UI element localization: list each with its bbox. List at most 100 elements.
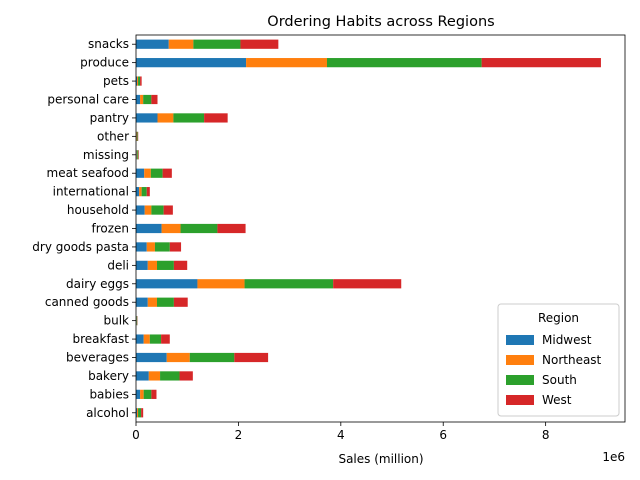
x-axis-offset-label: 1e6 (602, 450, 625, 464)
bar-beverages-west (234, 352, 269, 363)
bar-frozen-midwest (136, 223, 162, 234)
bar-personal-care-midwest (136, 94, 141, 105)
bar-snacks-northeast (168, 39, 194, 49)
legend-swatch-west (506, 395, 534, 405)
y-tick-label: breakfast (72, 332, 129, 346)
bar-alcohol-midwest (136, 408, 138, 418)
bar-babies-west (151, 389, 157, 399)
y-tick-label: pantry (90, 111, 129, 125)
bar-international-south (141, 187, 147, 197)
x-tick-label: 6 (439, 428, 447, 442)
y-tick-label: international (53, 185, 129, 199)
bar-other-south (136, 131, 138, 141)
bar-babies-south (143, 389, 152, 399)
bar-frozen-south (180, 223, 218, 234)
bar-snacks-midwest (136, 39, 169, 49)
bar-personal-care-west (151, 94, 158, 105)
x-tick-label: 8 (542, 428, 550, 442)
bar-dry-goods-pasta-midwest (136, 242, 147, 252)
legend-box (497, 303, 620, 417)
bar-meat-seafood-west (162, 168, 172, 178)
y-tick-label: canned goods (45, 295, 129, 309)
legend-swatch-northeast (506, 355, 534, 365)
bar-international-northeast (139, 187, 142, 197)
bar-breakfast-northeast (143, 334, 150, 344)
legend-label-west: West (542, 393, 572, 407)
y-axis: alcohol babies bakery beverages breakfast bul… (32, 37, 136, 420)
bars-group (136, 39, 601, 418)
bar-pantry-south (173, 113, 205, 123)
bar-breakfast-south (149, 334, 162, 344)
bar-missing-south (137, 150, 139, 160)
y-tick-label: snacks (88, 37, 129, 51)
bar-produce-northeast (246, 58, 327, 68)
legend-swatch-south (506, 375, 534, 385)
bar-pantry-midwest (136, 113, 158, 123)
bar-personal-care-northeast (140, 94, 144, 105)
bar-pantry-northeast (157, 113, 174, 123)
bar-canned-goods-west (173, 297, 188, 307)
bar-dry-goods-pasta-northeast (146, 242, 155, 252)
bar-dry-goods-pasta-west (169, 242, 182, 252)
y-tick-label: deli (107, 258, 129, 272)
bar-deli-west (173, 260, 188, 270)
bar-produce-south (326, 58, 482, 68)
bar-alcohol-south (138, 408, 142, 418)
bar-missing-northeast (136, 150, 138, 160)
y-tick-label: personal care (47, 93, 129, 107)
bar-pantry-west (204, 113, 228, 123)
bar-meat-seafood-south (150, 168, 163, 178)
bar-meat-seafood-northeast (144, 168, 151, 178)
x-axis: 0 2 4 6 8 (132, 422, 549, 442)
y-tick-label: beverages (66, 351, 129, 365)
bar-snacks-south (193, 39, 241, 49)
bar-snacks-west (240, 39, 279, 49)
y-tick-label: alcohol (86, 406, 129, 420)
legend-title: Region (538, 311, 579, 325)
bar-household-midwest (136, 205, 145, 215)
bar-dairy-eggs-northeast (197, 279, 245, 289)
legend-label-south: South (542, 373, 577, 387)
bar-produce-west (481, 58, 601, 68)
bar-dairy-eggs-west (333, 279, 402, 289)
y-tick-label: dry goods pasta (32, 240, 129, 254)
chart-title: Ordering Habits across Regions (267, 14, 494, 30)
bar-breakfast-west (161, 334, 170, 344)
bar-bakery-south (160, 371, 180, 381)
legend-label-northeast: Northeast (542, 353, 602, 367)
bar-alcohol-west (141, 408, 144, 418)
legend-label-midwest: Midwest (542, 333, 592, 347)
legend: Region Midwest Northeast South West (497, 303, 620, 417)
y-tick-label: missing (83, 148, 129, 162)
bar-canned-goods-midwest (136, 297, 148, 307)
legend-swatch-midwest (506, 335, 534, 345)
bar-produce-midwest (136, 58, 247, 68)
bar-dairy-eggs-midwest (136, 279, 198, 289)
bar-frozen-northeast (161, 223, 181, 234)
x-axis-label: Sales (million) (338, 452, 423, 466)
bar-frozen-west (217, 223, 246, 234)
bar-canned-goods-south (156, 297, 174, 307)
bar-missing-west (138, 150, 139, 160)
bar-pets-northeast (137, 76, 139, 86)
bar-dairy-eggs-south (244, 279, 334, 289)
y-tick-label: meat seafood (47, 166, 129, 180)
bar-bakery-midwest (136, 371, 149, 381)
bar-personal-care-south (143, 94, 152, 105)
bar-beverages-northeast (166, 352, 190, 363)
bar-household-south (151, 205, 164, 215)
bar-international-west (146, 187, 150, 197)
bar-other-west (137, 131, 139, 141)
y-tick-label: household (67, 203, 129, 217)
y-tick-label: frozen (91, 222, 129, 236)
plot-frame (135, 34, 626, 423)
y-tick-label: dairy eggs (66, 277, 129, 291)
bar-beverages-midwest (136, 352, 167, 363)
bar-deli-south (156, 260, 174, 270)
bar-deli-northeast (147, 260, 157, 270)
bar-beverages-south (189, 352, 235, 363)
x-tick-label: 2 (235, 428, 243, 442)
bar-pets-midwest (136, 76, 138, 86)
y-tick-label: bulk (103, 314, 129, 328)
